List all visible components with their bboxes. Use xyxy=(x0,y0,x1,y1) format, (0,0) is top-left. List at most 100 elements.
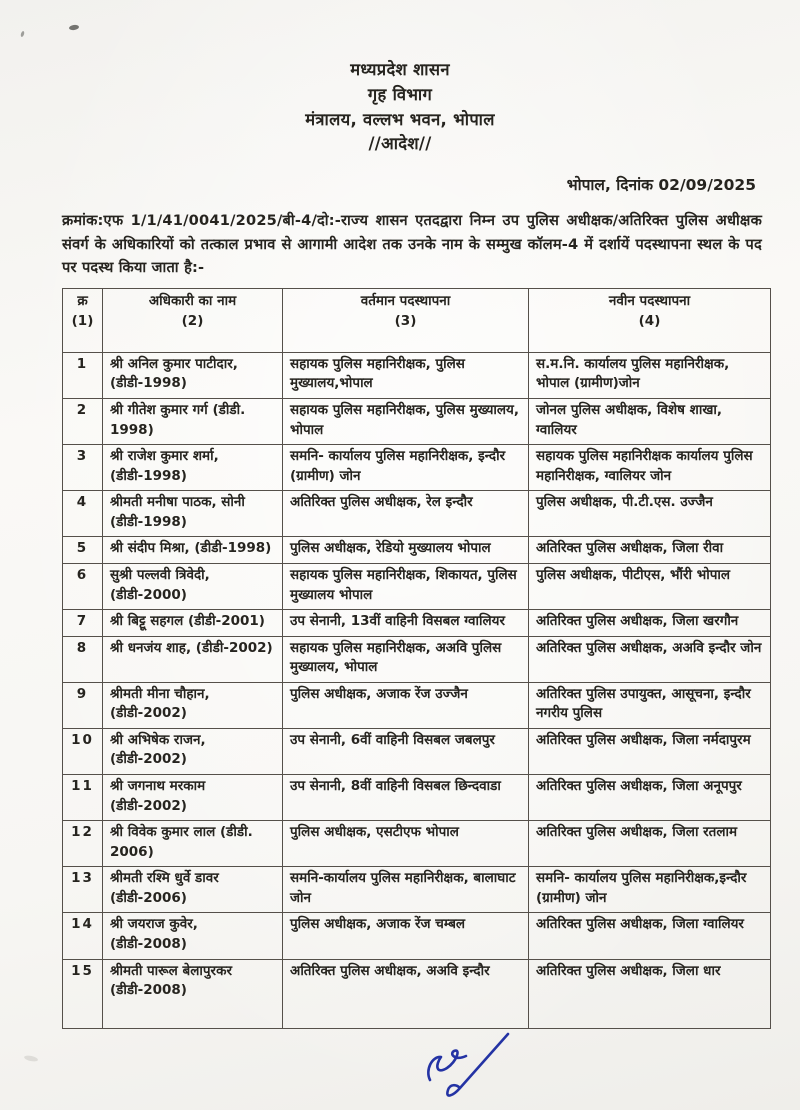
serial-cell: 6 xyxy=(62,562,103,611)
col-header-label: क्र xyxy=(77,292,88,309)
new-posting-cell: अतिरिक्त पुलिस अधीक्षक, जिला खरगौन xyxy=(528,609,771,637)
name-cell: श्रीमती मनीषा पाठक, सोनी (डीडी-1998) xyxy=(102,490,283,538)
table-row: 14 श्री जयराज कुवेर, (डीडी-2008) पुलिस अधी… xyxy=(62,912,771,960)
current-posting-cell: सहायक पुलिस महानिरीक्षक, अअवि पुलिस मुख्… xyxy=(282,635,529,683)
col-header-label: वर्तमान पदस्थापना xyxy=(360,292,451,309)
col-header-num: (4) xyxy=(638,313,661,330)
office-address: मंत्रालय, वल्लभ भवन, भोपाल xyxy=(305,109,495,129)
new-posting-cell: अतिरिक्त पुलिस अधीक्षक, जिला ग्वालियर xyxy=(528,912,771,960)
current-posting-cell: सहायक पुलिस महानिरीक्षक, पुलिस मुख्यालय,… xyxy=(282,351,529,400)
name-cell: श्री राजेश कुमार शर्मा, (डीडी-1998) xyxy=(102,444,283,492)
name-cell: श्रीमती रश्मि धुर्वे डावर (डीडी-2006) xyxy=(102,866,283,914)
serial-cell: 15 xyxy=(62,958,103,1029)
name-cell: श्री बिट्टू सहगल (डीडी-2001) xyxy=(102,609,283,637)
name-cell: श्रीमती पारूल बेलापुरकर (डीडी-2008) xyxy=(102,958,283,1029)
table-row: 6 सुश्री पल्लवी त्रिवेदी, (डीडी-2000) सहाय… xyxy=(62,562,771,611)
current-posting-cell: पुलिस अधीक्षक, रेडियो मुख्यालय भोपाल xyxy=(282,536,529,564)
new-posting-cell: अतिरिक्त पुलिस अधीक्षक, जिला रतलाम xyxy=(528,820,771,868)
col-header-label: नवीन पदस्थापना xyxy=(608,292,691,309)
serial-cell: 7 xyxy=(62,609,103,637)
current-posting-cell: अतिरिक्त पुलिस अधीक्षक, अअवि इन्दौर xyxy=(282,958,529,1029)
new-posting-cell: समनि- कार्यालय पुलिस महानिरीक्षक,इन्दौर … xyxy=(528,866,771,914)
current-posting-cell: सहायक पुलिस महानिरीक्षक, शिकायत, पुलिस म… xyxy=(282,562,529,611)
serial-cell: 1 xyxy=(62,351,103,400)
table-row: 12 श्री विवेक कुमार लाल (डीडी. 2006) पुलिस… xyxy=(62,820,771,868)
table-row: 3 श्री राजेश कुमार शर्मा, (डीडी-1998) समनि… xyxy=(62,444,771,492)
col-header-current-posting: वर्तमान पदस्थापना (3) xyxy=(282,287,529,353)
table-row: 5 श्री संदीप मिश्रा, (डीडी-1998) पुलिस अधी… xyxy=(62,536,771,564)
letterhead: मध्यप्रदेश शासन गृह विभाग मंत्रालय, वल्ल… xyxy=(0,0,800,157)
department-name: गृह विभाग xyxy=(367,84,433,104)
table-row: 13 श्रीमती रश्मि धुर्वे डावर (डीडी-2006) स… xyxy=(62,866,771,914)
serial-cell: 14 xyxy=(62,912,103,960)
name-cell: श्री जगनाथ मरकाम (डीडी-2002) xyxy=(102,774,283,822)
table-row: 4 श्रीमती मनीषा पाठक, सोनी (डीडी-1998) अति… xyxy=(62,490,771,538)
current-posting-cell: पुलिस अधीक्षक, एसटीएफ भोपाल xyxy=(282,820,529,868)
new-posting-cell: अतिरिक्त पुलिस अधीक्षक, जिला अनूपपुर xyxy=(528,774,771,822)
new-posting-cell: सहायक पुलिस महानिरीक्षक कार्यालय पुलिस म… xyxy=(528,444,771,492)
new-posting-cell: पुलिस अधीक्षक, पी.टी.एस. उज्जैन xyxy=(528,490,771,538)
serial-cell: 12 xyxy=(62,820,103,868)
transfer-table-body: 1 श्री अनिल कुमार पाटीदार, (डीडी-1998) सहा… xyxy=(62,351,771,1029)
name-cell: श्री गीतेश कुमार गर्ग (डीडी. 1998) xyxy=(102,398,283,446)
table-row: 8 श्री धनजंय शाह, (डीडी-2002) सहायक पुलिस … xyxy=(62,635,771,683)
place-date-line: भोपाल, दिनांक 02/09/2025 xyxy=(566,176,756,194)
col-header-new-posting: नवीन पदस्थापना (4) xyxy=(528,287,771,353)
serial-cell: 5 xyxy=(62,536,103,564)
new-posting-cell: अतिरिक्त पुलिस अधीक्षक, अअवि इन्दौर जोन xyxy=(528,635,771,683)
serial-cell: 3 xyxy=(62,444,103,492)
col-header-serial: क्र (1) xyxy=(62,287,103,353)
current-posting-cell: पुलिस अधीक्षक, अजाक रेंज चम्बल xyxy=(282,912,529,960)
table-row: 10 श्री अभिषेक राजन, (डीडी-2002) उप सेनानी… xyxy=(62,727,771,776)
col-header-officer-name: अधिकारी का नाम (2) xyxy=(102,287,283,353)
table-row: 11 श्री जगनाथ मरकाम (डीडी-2002) उप सेनानी,… xyxy=(62,774,771,822)
new-posting-cell: स.म.नि. कार्यालय पुलिस महानिरीक्षक, भोपा… xyxy=(528,351,771,400)
table-row: 7 श्री बिट्टू सहगल (डीडी-2001) उप सेनानी, … xyxy=(62,609,771,637)
serial-cell: 2 xyxy=(62,398,103,446)
serial-cell: 9 xyxy=(62,681,103,729)
name-cell: श्री धनजंय शाह, (डीडी-2002) xyxy=(102,635,283,683)
new-posting-cell: अतिरिक्त पुलिस उपायुक्त, आसूचना, इन्दौर … xyxy=(528,681,771,729)
new-posting-cell: अतिरिक्त पुलिस अधीक्षक, जिला रीवा xyxy=(528,536,771,564)
new-posting-cell: जोनल पुलिस अधीक्षक, विशेष शाखा, ग्वालियर xyxy=(528,398,771,446)
current-posting-cell: समनि- कार्यालय पुलिस महानिरीक्षक, इन्दौर… xyxy=(282,444,529,492)
current-posting-cell: अतिरिक्त पुलिस अधीक्षक, रेल इन्दौर xyxy=(282,490,529,538)
order-title: //आदेश// xyxy=(368,134,432,154)
current-posting-cell: उप सेनानी, 8वीं वाहिनी विसबल छिन्दवाडा xyxy=(282,774,529,822)
name-cell: श्रीमती मीना चौहान, (डीडी-2002) xyxy=(102,681,283,729)
scan-smudge xyxy=(23,1054,39,1063)
serial-cell: 4 xyxy=(62,490,103,538)
name-cell: श्री विवेक कुमार लाल (डीडी. 2006) xyxy=(102,820,283,868)
table-row: 15 श्रीमती पारूल बेलापुरकर (डीडी-2008) अति… xyxy=(62,958,771,1029)
name-cell: श्री अनिल कुमार पाटीदार, (डीडी-1998) xyxy=(102,351,283,400)
serial-cell: 13 xyxy=(62,866,103,914)
transfer-table: क्र (1) अधिकारी का नाम (2) वर्तमान पदस्थ… xyxy=(62,287,771,1029)
current-posting-cell: सहायक पुलिस महानिरीक्षक, पुलिस मुख्यालय,… xyxy=(282,398,529,446)
name-cell: सुश्री पल्लवी त्रिवेदी, (डीडी-2000) xyxy=(102,562,283,611)
serial-cell: 8 xyxy=(62,635,103,683)
order-paragraph: क्रमांक:एफ 1/1/41/0041/2025/बी-4/दो:-राज… xyxy=(62,212,762,277)
table-row: 1 श्री अनिल कुमार पाटीदार, (डीडी-1998) सहा… xyxy=(62,351,771,400)
new-posting-cell: अतिरिक्त पुलिस अधीक्षक, जिला नर्मदापुरम xyxy=(528,727,771,776)
col-header-label: अधिकारी का नाम xyxy=(148,292,237,309)
signature-icon xyxy=(427,1032,510,1097)
current-posting-cell: उप सेनानी, 6वीं वाहिनी विसबल जबलपुर xyxy=(282,727,529,776)
col-header-num: (2) xyxy=(181,313,204,330)
new-posting-cell: अतिरिक्त पुलिस अधीक्षक, जिला धार xyxy=(528,958,771,1029)
col-header-num: (3) xyxy=(394,313,417,330)
new-posting-cell: पुलिस अधीक्षक, पीटीएस, भौंरी भोपाल xyxy=(528,562,771,611)
current-posting-cell: समनि-कार्यालय पुलिस महानिरीक्षक, बालाघाट… xyxy=(282,866,529,914)
col-header-num: (1) xyxy=(71,313,94,330)
name-cell: श्री जयराज कुवेर, (डीडी-2008) xyxy=(102,912,283,960)
table-row: 2 श्री गीतेश कुमार गर्ग (डीडी. 1998) सहायक… xyxy=(62,398,771,446)
name-cell: श्री संदीप मिश्रा, (डीडी-1998) xyxy=(102,536,283,564)
serial-cell: 10 xyxy=(62,727,103,776)
current-posting-cell: उप सेनानी, 13वीं वाहिनी विसबल ग्वालियर xyxy=(282,609,529,637)
table-row: 9 श्रीमती मीना चौहान, (डीडी-2002) पुलिस अध… xyxy=(62,681,771,729)
current-posting-cell: पुलिस अधीक्षक, अजाक रेंज उज्जैन xyxy=(282,681,529,729)
serial-cell: 11 xyxy=(62,774,103,822)
govt-name: मध्यप्रदेश शासन xyxy=(350,60,450,79)
name-cell: श्री अभिषेक राजन, (डीडी-2002) xyxy=(102,727,283,776)
transfer-table-header: क्र (1) अधिकारी का नाम (2) वर्तमान पदस्थ… xyxy=(62,287,771,353)
